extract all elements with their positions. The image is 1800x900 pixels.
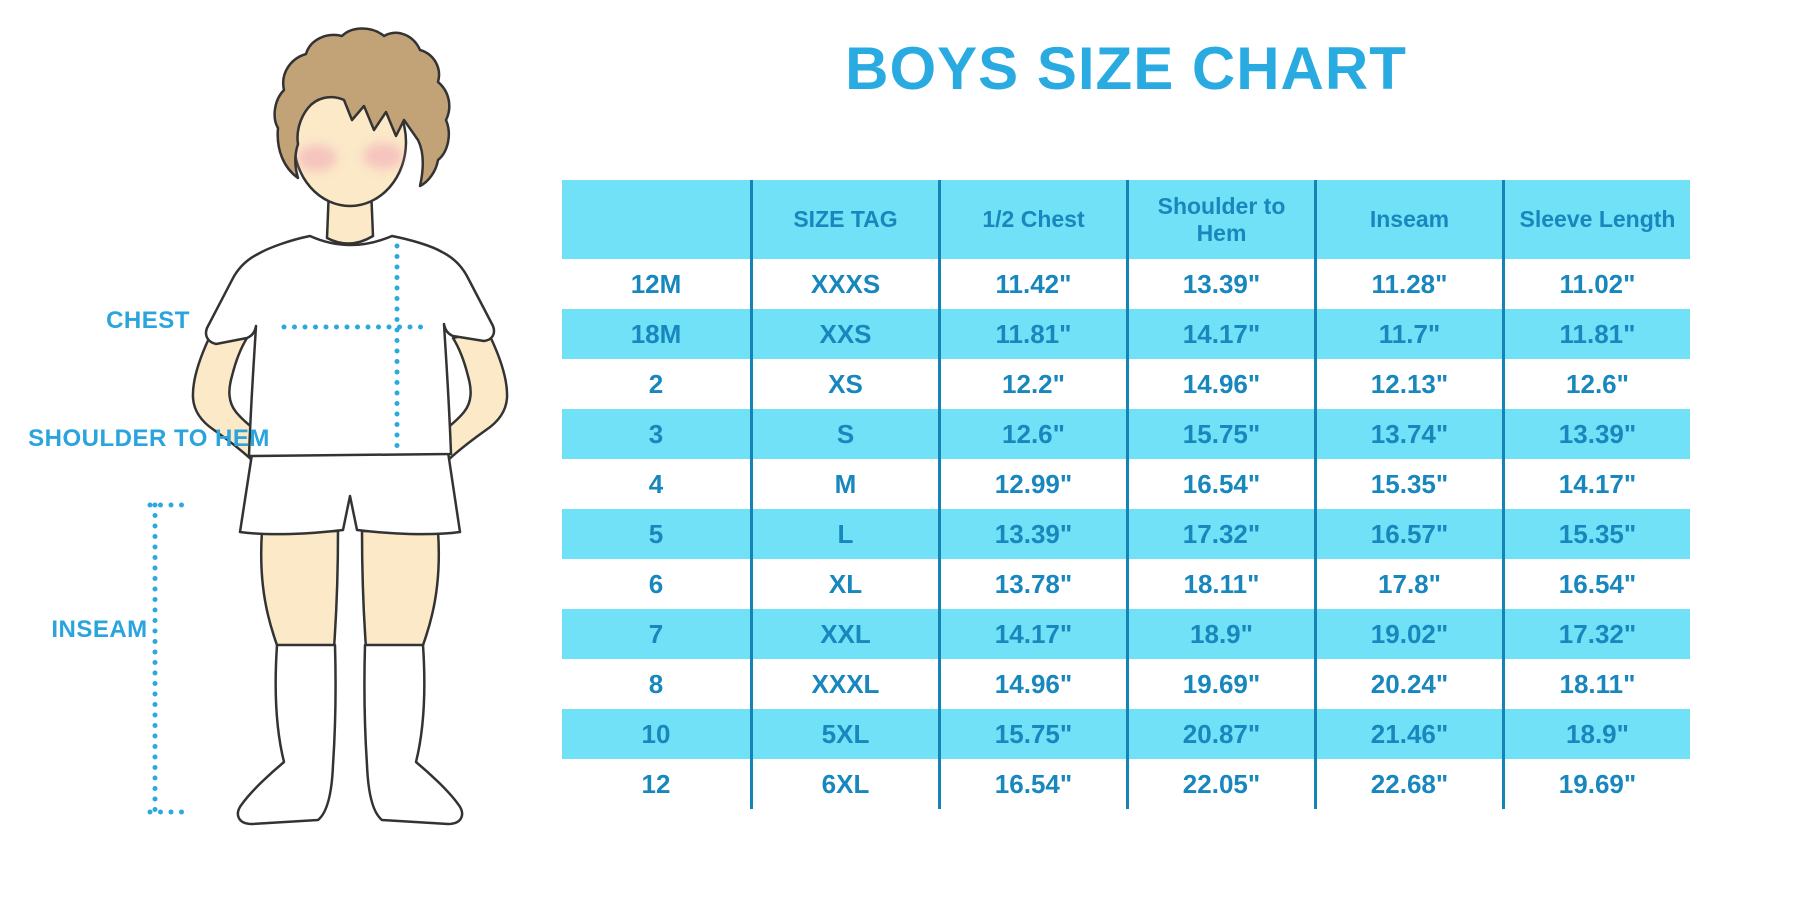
tshirt — [206, 236, 494, 456]
value-cell: XS — [750, 359, 938, 409]
table-row: 6XL13.78"18.11"17.8"16.54" — [562, 559, 1690, 609]
value-cell: XXXS — [750, 259, 938, 309]
value-cell: 6XL — [750, 759, 938, 809]
value-cell: 19.69" — [1126, 659, 1314, 709]
size-cell: 2 — [562, 359, 750, 409]
value-cell: 18.11" — [1502, 659, 1690, 709]
size-cell: 6 — [562, 559, 750, 609]
shorts — [240, 452, 460, 534]
value-cell: XXS — [750, 309, 938, 359]
right-cheek — [363, 143, 403, 169]
table-row: 2XS12.2"14.96"12.13"12.6" — [562, 359, 1690, 409]
value-cell: 12.2" — [938, 359, 1126, 409]
size-cell: 12M — [562, 259, 750, 309]
right-sock — [364, 645, 462, 824]
size-cell: 4 — [562, 459, 750, 509]
left-cheek — [297, 145, 337, 171]
value-cell: 14.96" — [1126, 359, 1314, 409]
page-title: BOYS SIZE CHART — [562, 34, 1690, 103]
inseam-label: INSEAM — [42, 616, 157, 644]
header-cell: Shoulder to Hem — [1126, 180, 1314, 259]
size-table-body: 12MXXXS11.42"13.39"11.28"11.02"18MXXS11.… — [562, 259, 1690, 809]
value-cell: 17.32" — [1502, 609, 1690, 659]
value-cell: 13.39" — [1502, 409, 1690, 459]
value-cell: 17.32" — [1126, 509, 1314, 559]
value-cell: 15.75" — [1126, 409, 1314, 459]
value-cell: 11.81" — [1502, 309, 1690, 359]
value-cell: 22.68" — [1314, 759, 1502, 809]
value-cell: 16.57" — [1314, 509, 1502, 559]
value-cell: 16.54" — [1126, 459, 1314, 509]
value-cell: 16.54" — [1502, 559, 1690, 609]
value-cell: XXL — [750, 609, 938, 659]
size-cell: 10 — [562, 709, 750, 759]
value-cell: 20.24" — [1314, 659, 1502, 709]
value-cell: 13.78" — [938, 559, 1126, 609]
value-cell: 15.35" — [1314, 459, 1502, 509]
value-cell: L — [750, 509, 938, 559]
value-cell: 19.69" — [1502, 759, 1690, 809]
value-cell: 17.8" — [1314, 559, 1502, 609]
left-sock — [238, 645, 336, 824]
header-cell: Sleeve Length — [1502, 180, 1690, 259]
value-cell: 13.74" — [1314, 409, 1502, 459]
header-cell-empty — [562, 180, 750, 259]
size-cell: 7 — [562, 609, 750, 659]
value-cell: 11.7" — [1314, 309, 1502, 359]
size-cell: 3 — [562, 409, 750, 459]
value-cell: 12.99" — [938, 459, 1126, 509]
value-cell: 12.6" — [1502, 359, 1690, 409]
header-cell: 1/2 Chest — [938, 180, 1126, 259]
shoulder-to-hem-label: SHOULDER TO HEM — [20, 425, 278, 453]
table-row: 4M12.99"16.54"15.35"14.17" — [562, 459, 1690, 509]
chest-label: CHEST — [88, 307, 208, 335]
value-cell: 18.9" — [1502, 709, 1690, 759]
value-cell: 14.17" — [1126, 309, 1314, 359]
value-cell: 5XL — [750, 709, 938, 759]
size-cell: 8 — [562, 659, 750, 709]
header-cell: Inseam — [1314, 180, 1502, 259]
value-cell: 12.13" — [1314, 359, 1502, 409]
value-cell: 18.9" — [1126, 609, 1314, 659]
table-row: 7XXL14.17"18.9"19.02"17.32" — [562, 609, 1690, 659]
value-cell: 19.02" — [1314, 609, 1502, 659]
table-row: 18MXXS11.81"14.17"11.7"11.81" — [562, 309, 1690, 359]
value-cell: 14.17" — [938, 609, 1126, 659]
value-cell: S — [750, 409, 938, 459]
size-cell: 5 — [562, 509, 750, 559]
value-cell: 15.75" — [938, 709, 1126, 759]
size-table: SIZE TAG1/2 ChestShoulder to HemInseamSl… — [562, 180, 1690, 809]
value-cell: 16.54" — [938, 759, 1126, 809]
header-cell: SIZE TAG — [750, 180, 938, 259]
left-leg — [261, 531, 338, 648]
size-table-header: SIZE TAG1/2 ChestShoulder to HemInseamSl… — [562, 180, 1690, 259]
table-row: 5L13.39"17.32"16.57"15.35" — [562, 509, 1690, 559]
value-cell: XXXL — [750, 659, 938, 709]
value-cell: M — [750, 459, 938, 509]
value-cell: 14.17" — [1502, 459, 1690, 509]
value-cell: 14.96" — [938, 659, 1126, 709]
size-cell: 18M — [562, 309, 750, 359]
value-cell: 12.6" — [938, 409, 1126, 459]
size-cell: 12 — [562, 759, 750, 809]
value-cell: 11.81" — [938, 309, 1126, 359]
right-leg — [362, 531, 439, 648]
value-cell: 18.11" — [1126, 559, 1314, 609]
value-cell: 21.46" — [1314, 709, 1502, 759]
value-cell: 13.39" — [1126, 259, 1314, 309]
table-row: 126XL16.54"22.05"22.68"19.69" — [562, 759, 1690, 809]
value-cell: 13.39" — [938, 509, 1126, 559]
value-cell: 11.28" — [1314, 259, 1502, 309]
value-cell: XL — [750, 559, 938, 609]
table-row: 12MXXXS11.42"13.39"11.28"11.02" — [562, 259, 1690, 309]
value-cell: 15.35" — [1502, 509, 1690, 559]
value-cell: 11.02" — [1502, 259, 1690, 309]
table-row: 3S12.6"15.75"13.74"13.39" — [562, 409, 1690, 459]
table-row: 105XL15.75"20.87"21.46"18.9" — [562, 709, 1690, 759]
value-cell: 11.42" — [938, 259, 1126, 309]
table-row: 8XXXL14.96"19.69"20.24"18.11" — [562, 659, 1690, 709]
value-cell: 22.05" — [1126, 759, 1314, 809]
value-cell: 20.87" — [1126, 709, 1314, 759]
